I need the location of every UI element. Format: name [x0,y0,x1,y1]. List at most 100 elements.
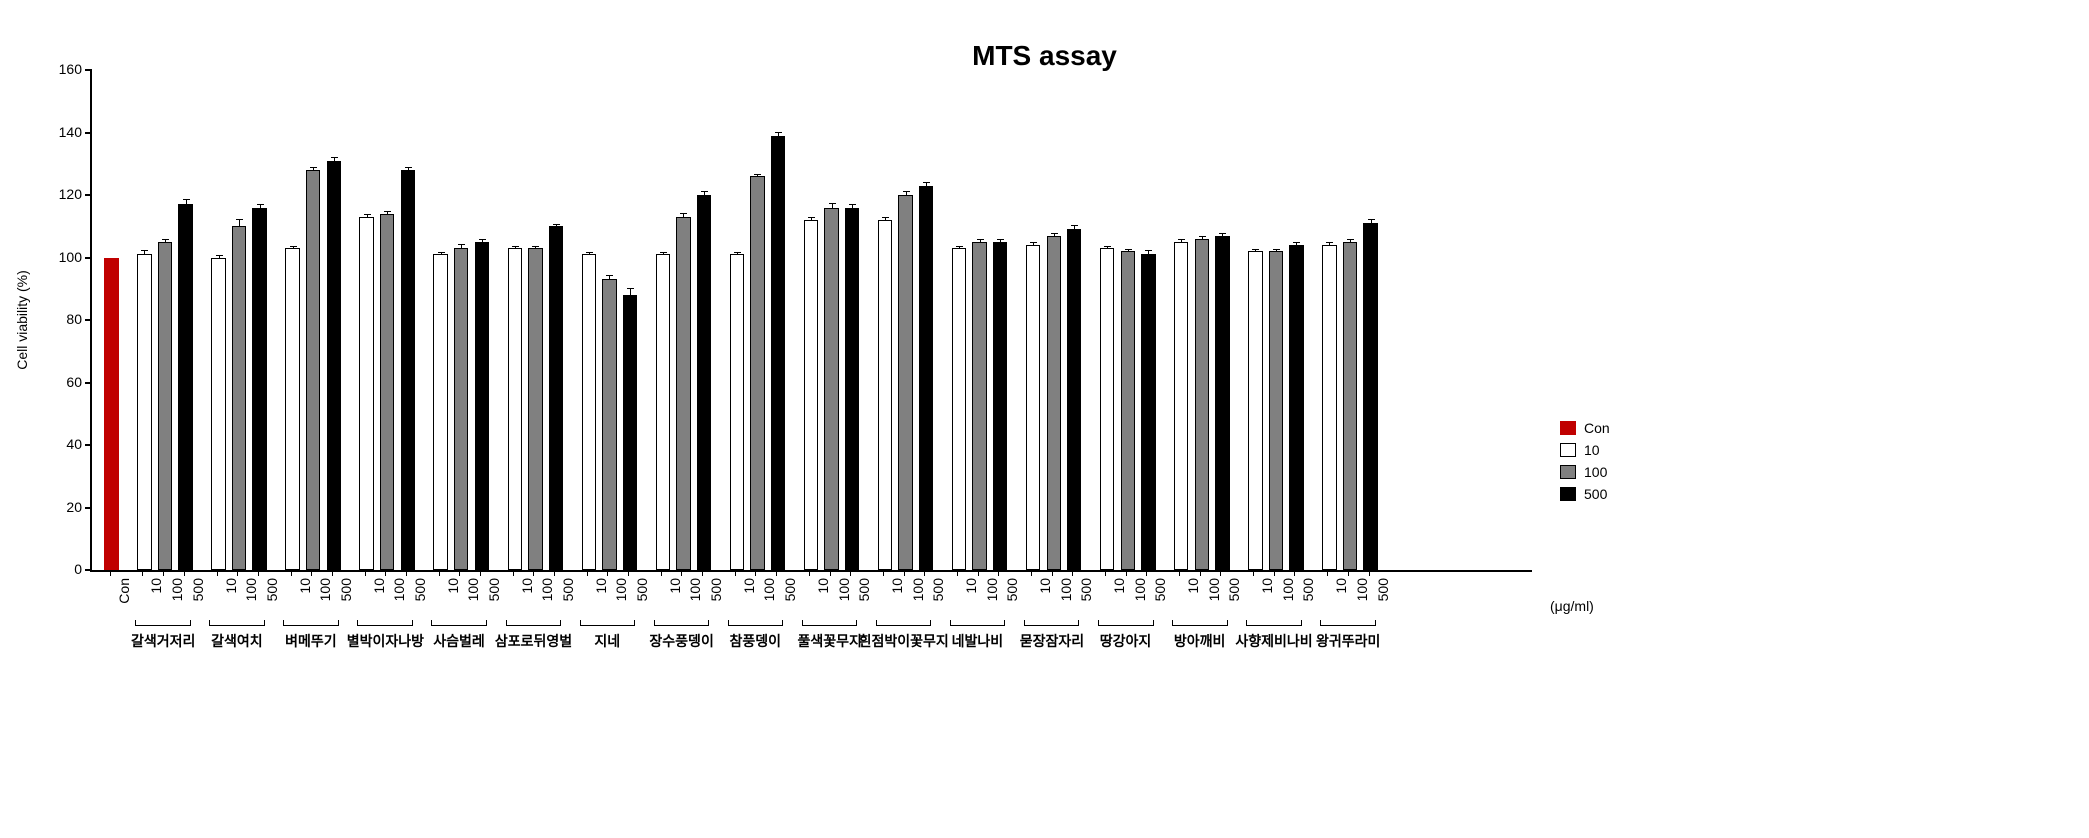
bar-8-100 [750,176,764,570]
group-notch [1024,620,1025,626]
bar-14-500 [1215,236,1229,570]
error-cap [627,288,634,289]
error-cap [1104,246,1111,247]
xtick-label: 10 [519,578,535,594]
group-bracket [431,625,487,626]
xtick-mark [1031,570,1032,576]
error-cap [606,275,613,276]
xtick-mark [184,570,185,576]
bar-3-10 [359,217,373,570]
group-bracket [580,625,636,626]
bar-7-500 [697,195,711,570]
xtick-mark [809,570,810,576]
group-bracket [1172,625,1228,626]
group-notch [209,620,210,626]
bar-8-500 [771,136,785,570]
error-cap [808,217,815,218]
xtick-label: 500 [486,578,502,601]
xtick-mark [998,570,999,576]
group-bracket [506,625,562,626]
group-bracket [1246,625,1302,626]
bar-9-100 [824,208,838,571]
group-notch [1320,620,1321,626]
xtick-mark [978,570,979,576]
error-bar [556,225,557,227]
group-label: 사향제비나비 [1235,631,1312,651]
error-cap [1326,242,1333,243]
group-bracket [654,625,710,626]
bar-5-10 [508,248,522,570]
chart-title: MTS assay [0,40,2089,72]
xtick-label: 500 [1375,578,1391,601]
group-label: 풀색꽃무지 [798,631,862,651]
error-bar [1296,243,1297,245]
group-notch [264,620,265,626]
group-notch [283,620,284,626]
bar-10-10 [878,220,892,570]
group-label: 땅강아지 [1100,631,1152,651]
error-bar [1371,220,1372,223]
bar-13-10 [1100,248,1114,570]
bar-7-100 [676,217,690,570]
xtick-label: 100 [391,578,407,601]
ytick-label: 40 [42,436,82,452]
xtick-label: 500 [560,578,576,601]
xtick-label: 500 [1004,578,1020,601]
legend-item: 100 [1560,464,1610,480]
bar-12-500 [1067,229,1081,570]
bar-13-500 [1141,254,1155,570]
group-notch [654,620,655,626]
error-cap [775,132,782,133]
xtick-mark [554,570,555,576]
xtick-label: 100 [1280,578,1296,601]
xtick-label: 500 [1300,578,1316,601]
error-cap [1071,225,1078,226]
error-cap [754,174,761,175]
error-cap [1293,242,1300,243]
xtick-mark [1105,570,1106,576]
error-cap [1145,250,1152,251]
xtick-label: 500 [338,578,354,601]
bar-0-100 [158,242,172,570]
group-bracket [1024,625,1080,626]
group-notch [1246,620,1247,626]
ytick-label: 120 [42,186,82,202]
legend-label: 100 [1584,464,1607,480]
group-notch [1078,620,1079,626]
group-notch [580,620,581,626]
x-axis-area: Con10100500갈색거저리10100500갈색여치10100500벼메뚜기… [90,570,1530,770]
error-cap [1347,239,1354,240]
error-bar [313,168,314,170]
ytick-mark [85,382,92,384]
bar-4-10 [433,254,447,570]
xtick-label: 100 [984,578,1000,601]
bar-2-10 [285,248,299,570]
xtick-label: 10 [593,578,609,594]
ytick-mark [85,257,92,259]
error-bar [1350,240,1351,242]
xtick-label: 500 [190,578,206,601]
xtick-mark [1200,570,1201,576]
bar-15-10 [1248,251,1262,570]
error-cap [438,252,445,253]
error-bar [737,253,738,255]
xtick-label: Con [116,578,132,604]
error-cap [903,191,910,192]
y-axis-label: Cell viability (%) [14,270,30,370]
ytick-label: 80 [42,311,82,327]
error-cap [956,246,963,247]
error-bar [186,200,187,205]
error-bar [1107,247,1108,249]
group-notch [708,620,709,626]
xtick-mark [163,570,164,576]
xtick-mark [850,570,851,576]
group-notch [1227,620,1228,626]
ytick-mark [85,132,92,134]
xtick-mark [1327,570,1328,576]
error-bar [630,289,631,295]
group-notch [135,620,136,626]
ytick-label: 160 [42,61,82,77]
ytick-mark [85,69,92,71]
xtick-mark [237,570,238,576]
bar-5-100 [528,248,542,570]
